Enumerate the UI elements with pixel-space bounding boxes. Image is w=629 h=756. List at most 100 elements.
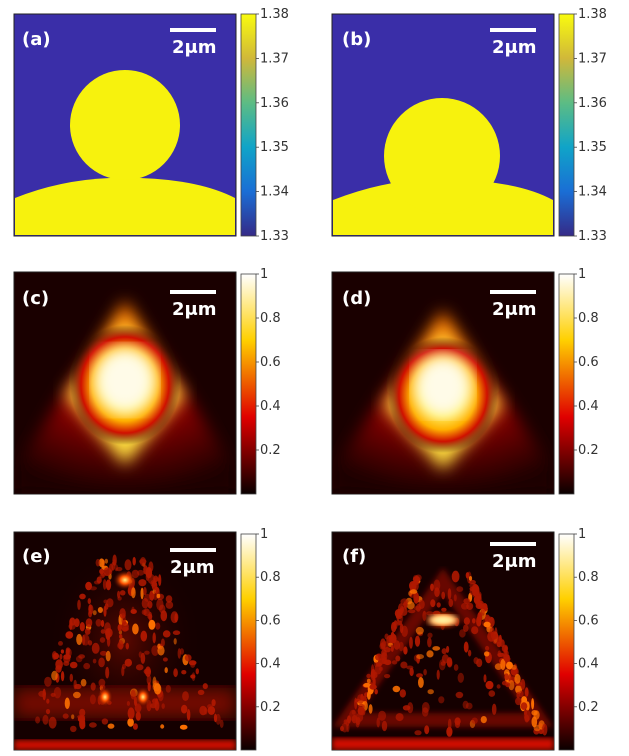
speckle [367, 690, 371, 700]
speckle [415, 626, 424, 635]
speckle [55, 659, 63, 670]
speckle [127, 718, 134, 727]
speckle [393, 640, 400, 650]
speckle [152, 632, 156, 644]
speckle [117, 596, 122, 601]
colorbar-b-tick-label: 1.36 [578, 96, 607, 111]
panel-b: (b) 2μm [331, 13, 555, 237]
speckle [135, 664, 144, 671]
speckle [514, 673, 521, 684]
speckle [89, 694, 96, 705]
colorbar-c-tick-label: 0.6 [260, 355, 281, 370]
colorbar-c-tick-label: 1 [260, 267, 268, 282]
speckle [511, 664, 517, 670]
colorbar-b: 1.38 1.37 1.36 1.35 1.34 1.33 [558, 7, 607, 244]
speckle [76, 633, 83, 646]
speckle [165, 601, 174, 609]
colorbar-d: 1 0.8 0.6 0.4 0.2 [558, 267, 599, 495]
speckle [376, 717, 380, 728]
panel-a-scalebar-label: 2μm [172, 37, 217, 58]
speckle [436, 602, 441, 608]
speckle [453, 594, 457, 602]
speckle [369, 684, 377, 690]
speckle [391, 660, 398, 665]
speckle [131, 587, 136, 599]
speckle [523, 709, 531, 722]
speckle [139, 559, 147, 564]
speckle [478, 600, 484, 609]
speckle [140, 652, 146, 664]
colorbar-a-tick-label: 1.34 [260, 185, 289, 200]
speckle [53, 687, 62, 699]
speckle [172, 630, 181, 635]
speckle [436, 669, 440, 680]
speckle [148, 619, 156, 630]
colorbar-f-tick-label: 1 [578, 527, 586, 542]
speckle [447, 659, 453, 668]
speckle [211, 699, 216, 707]
speckle [375, 653, 383, 661]
speckle [468, 579, 476, 585]
speckle [111, 561, 115, 571]
speckle [74, 618, 80, 628]
speckle [398, 641, 404, 652]
colorbar-e-tick-label: 0.6 [260, 613, 281, 628]
speckle [143, 668, 151, 675]
speckle [156, 598, 164, 611]
speckle [91, 642, 100, 654]
speckle [106, 598, 114, 608]
colorbar-f-tick-label: 0.2 [578, 700, 599, 715]
panel-f-speckles [340, 570, 548, 737]
speckle [202, 683, 208, 690]
colorbar-f-tick-label: 0.4 [578, 657, 599, 672]
speckle [80, 678, 87, 687]
speckle [77, 599, 81, 610]
speckle [416, 673, 423, 678]
speckle [162, 630, 171, 638]
speckle [506, 661, 513, 670]
panel-f-label: (f) [342, 546, 366, 567]
speckle [454, 720, 461, 728]
speckle [461, 602, 469, 610]
speckle [126, 701, 130, 706]
panel-e-left-spot [97, 687, 113, 707]
panel-c-scalebar [170, 290, 216, 294]
speckle [42, 714, 49, 725]
speckle [132, 723, 138, 730]
panel-a: (a) 2μm [13, 13, 237, 237]
speckle [182, 691, 189, 701]
speckle [480, 716, 487, 724]
speckle [79, 708, 86, 717]
speckle [125, 642, 129, 650]
colorbar-d-tick-label: 0.6 [578, 355, 599, 370]
speckle [433, 579, 441, 592]
panel-b-label: (b) [342, 29, 371, 50]
speckle [477, 611, 483, 623]
speckle [446, 645, 450, 653]
speckle [190, 674, 196, 679]
speckle [340, 725, 344, 732]
panel-e-right-spot [135, 687, 151, 707]
speckle [399, 689, 406, 698]
speckle [451, 570, 460, 583]
speckle [114, 564, 119, 572]
speckle [503, 650, 509, 657]
speckle [60, 671, 65, 682]
speckle [181, 670, 187, 675]
speckle [117, 624, 122, 632]
speckle [100, 629, 106, 634]
speckle [471, 717, 478, 724]
colorbars: 1.38 1.37 1.36 1.35 1.34 1.33 1.38 1.37 1.36 1.35… [240, 7, 607, 751]
speckle [132, 623, 139, 635]
speckle [485, 680, 494, 690]
colorbar-a-gradient [240, 13, 257, 237]
speckle [400, 598, 409, 606]
speckle [491, 703, 497, 715]
speckle [95, 558, 101, 567]
speckle [146, 674, 152, 686]
speckle [413, 591, 420, 604]
speckle [480, 605, 485, 616]
speckle [515, 697, 522, 706]
speckle [70, 725, 77, 733]
